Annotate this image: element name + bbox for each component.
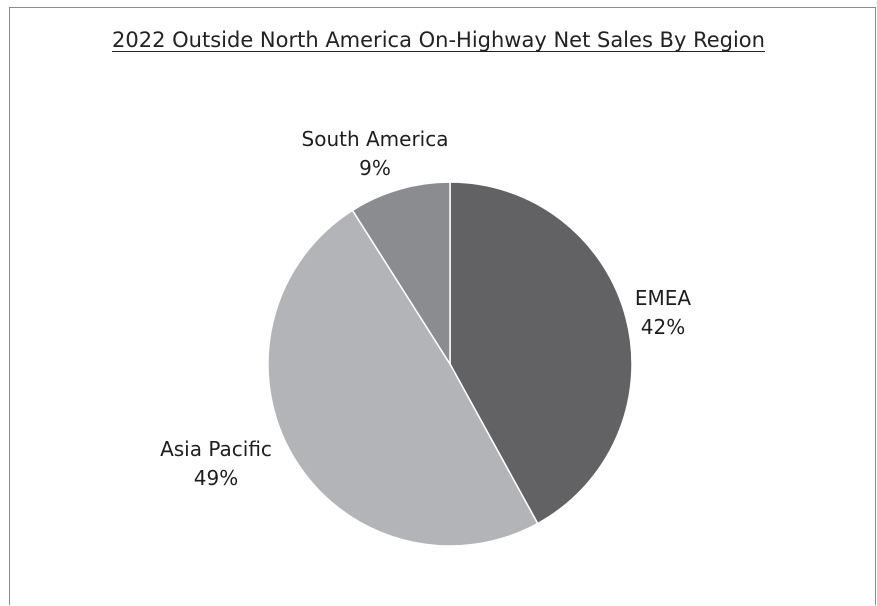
slice-label-asia-pacific-value: 49% bbox=[193, 466, 239, 490]
slice-label-emea: EMEA 42% bbox=[635, 284, 691, 342]
pie-slice-asia-pacific bbox=[267, 209, 539, 547]
slice-label-emea-value: 42% bbox=[640, 315, 686, 339]
slice-label-asia-pacific: Asia Pacific 49% bbox=[160, 435, 272, 493]
slice-label-south-america: South America 9% bbox=[302, 125, 449, 183]
slice-label-asia-pacific-name: Asia Pacific bbox=[160, 437, 272, 461]
chart-title: 2022 Outside North America On-Highway Ne… bbox=[112, 28, 765, 52]
pie-slice-emea bbox=[449, 181, 633, 525]
slice-label-south-america-name: South America bbox=[301, 127, 449, 151]
slice-label-emea-name: EMEA bbox=[634, 286, 692, 310]
slice-label-south-america-value: 9% bbox=[359, 156, 391, 180]
pie-slice-south-america bbox=[351, 181, 451, 367]
